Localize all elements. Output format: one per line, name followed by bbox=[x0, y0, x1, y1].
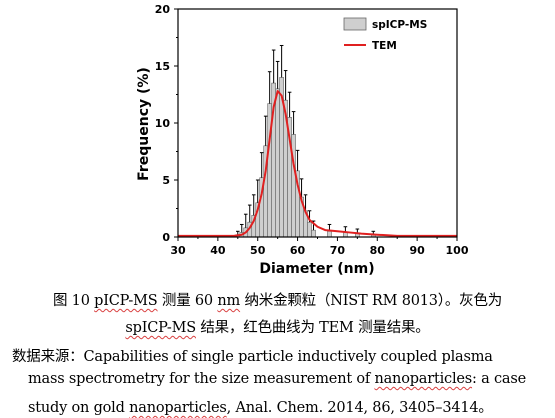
x-tick-label: 60 bbox=[290, 244, 306, 257]
legend-label-tem: TEM bbox=[372, 40, 397, 52]
y-tick-label: 10 bbox=[155, 117, 171, 130]
histogram-bar bbox=[327, 231, 332, 238]
legend: spICP-MS TEM bbox=[343, 17, 427, 52]
x-tick-label: 50 bbox=[250, 244, 266, 257]
x-tick-label: 30 bbox=[170, 244, 186, 257]
histogram-bar bbox=[307, 221, 312, 238]
legend-swatch-spicpms bbox=[343, 17, 367, 31]
x-tick-label: 40 bbox=[210, 244, 226, 257]
y-tick-label: 15 bbox=[155, 60, 170, 73]
x-tick-label: 80 bbox=[370, 244, 386, 257]
y-tick-label: 20 bbox=[155, 3, 171, 16]
figure-caption-line-2: spICP-MS 结果，红色曲线为 TEM 测量结果。 bbox=[125, 320, 430, 336]
histogram-bar bbox=[275, 88, 280, 238]
legend-label-spicpms: spICP-MS bbox=[372, 19, 427, 31]
source-line-2: mass spectrometry for the size measureme… bbox=[28, 371, 526, 387]
plot-area bbox=[178, 44, 457, 238]
x-tick-label: 90 bbox=[409, 244, 425, 257]
x-tick-label: 100 bbox=[446, 244, 469, 257]
x-tick-label: 70 bbox=[330, 244, 346, 257]
source-line-1: 数据来源：Capabilities of single particle ind… bbox=[12, 349, 493, 365]
y-axis-label: Frequency (%) bbox=[136, 67, 152, 181]
y-tick-label: 5 bbox=[162, 174, 170, 187]
axes: 30 40 50 60 70 80 90 100 0 5 10 15 20 bbox=[155, 3, 469, 257]
histogram-bar bbox=[311, 229, 316, 238]
figure-caption-line-1: 图 10 pICP-MS 测量 60 nm 纳米金颗粒（NIST RM 8013… bbox=[52, 293, 503, 309]
x-axis-label: Diameter (nm) bbox=[259, 261, 374, 277]
source-line-3: study on gold nanoparticles, Anal. Chem.… bbox=[28, 400, 493, 416]
tem-line bbox=[178, 90, 457, 237]
chart: 30 40 50 60 70 80 90 100 0 5 10 15 20 spICP-MS TEM Di… bbox=[136, 3, 469, 277]
plot-frame bbox=[177, 8, 458, 238]
y-tick-label: 0 bbox=[162, 231, 170, 244]
